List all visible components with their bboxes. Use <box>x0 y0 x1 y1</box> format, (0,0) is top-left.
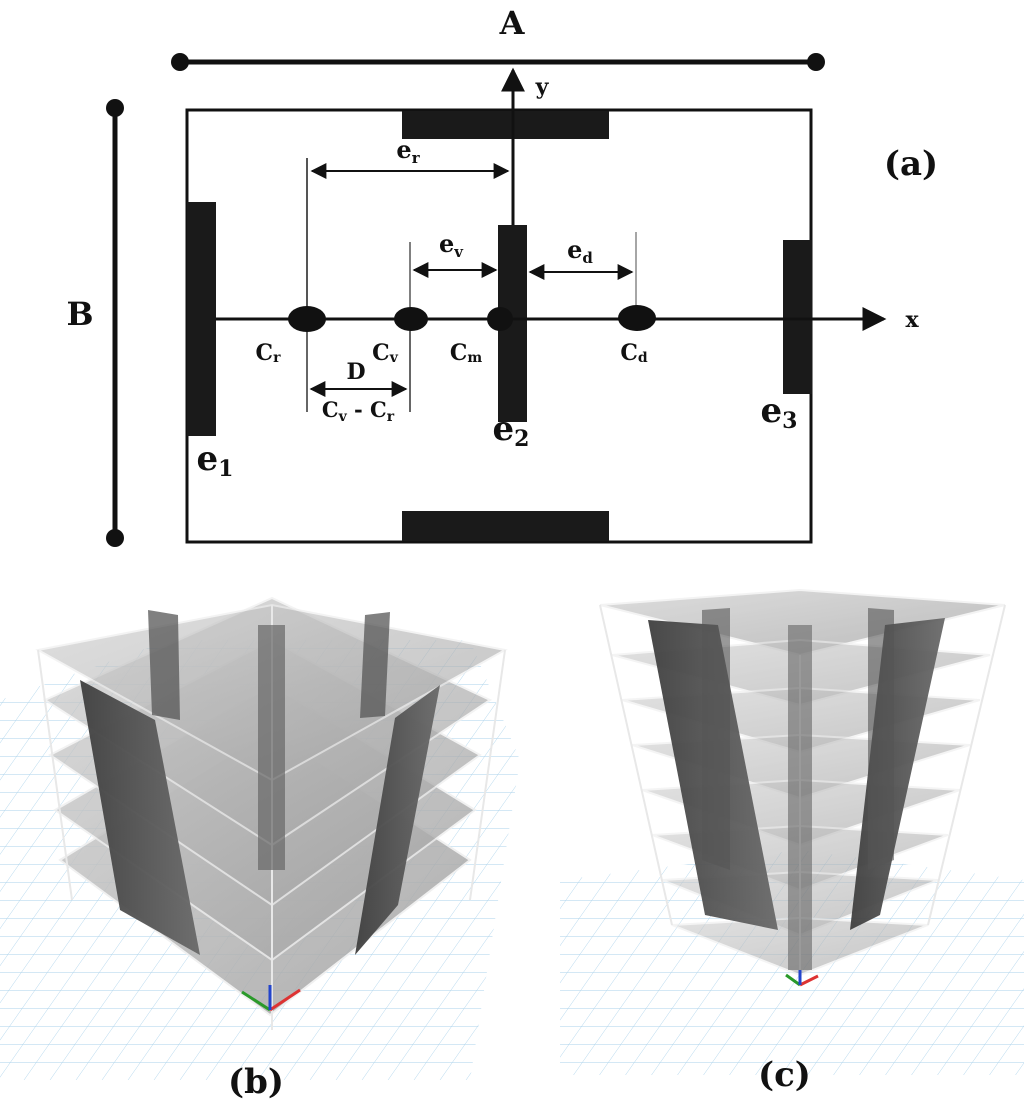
panel-b-label: (b) <box>228 1062 284 1102</box>
wall-e1-label: e1 <box>197 439 234 482</box>
center-cv-label: Cv <box>372 340 399 366</box>
panel-c-wall-center <box>788 625 812 970</box>
panel-b-wall-back-right <box>360 612 390 718</box>
wall-top <box>402 111 609 139</box>
dimension-b-end-bottom <box>106 529 124 547</box>
dimension-b-end-top <box>106 99 124 117</box>
center-cd-marker <box>618 305 656 331</box>
d-label: D <box>346 359 365 385</box>
panel-b-3d-model <box>0 596 520 1080</box>
dimension-a-end-right <box>807 53 825 71</box>
wall-bottom <box>402 511 609 541</box>
dimension-b-label: B <box>66 295 93 333</box>
panel-b-wall-back-left <box>148 610 180 720</box>
panel-c-wall-back-right <box>868 608 894 870</box>
panel-a-label: (a) <box>884 144 938 184</box>
center-cr-label: Cr <box>256 340 282 366</box>
panel-b-wall-center <box>258 625 285 870</box>
center-cm-marker <box>487 307 513 331</box>
panel-b-wall-left <box>80 680 200 955</box>
dimension-a-end-left <box>171 53 189 71</box>
x-axis-label: x <box>905 307 919 333</box>
wall-e3 <box>783 240 812 394</box>
d-expression-label: Cv - Cr <box>322 397 395 425</box>
ev-label: ev <box>439 229 464 261</box>
wall-e3-label: e3 <box>761 391 798 434</box>
wall-e1 <box>187 202 216 436</box>
dimension-a-label: A <box>499 4 526 42</box>
panel-b-wall-right <box>355 685 440 955</box>
panel-c-3d-model <box>560 588 1024 1075</box>
center-cd-label: Cd <box>620 340 648 366</box>
center-cr-marker <box>288 306 326 332</box>
ed-label: ed <box>567 235 593 267</box>
panel-c-label: (c) <box>758 1055 811 1095</box>
er-label: er <box>396 135 420 167</box>
panel-c-axis-triad <box>785 970 819 987</box>
panel-b-axis-triad <box>241 985 301 1012</box>
panel-a-plan: A B x y (a) er ev <box>66 4 938 547</box>
panel-c-wall-back-left <box>702 608 730 870</box>
center-cm-label: Cm <box>450 340 483 366</box>
y-axis-label: y <box>535 74 550 100</box>
center-cv-marker <box>394 307 428 331</box>
wall-e2-label: e2 <box>493 409 530 452</box>
